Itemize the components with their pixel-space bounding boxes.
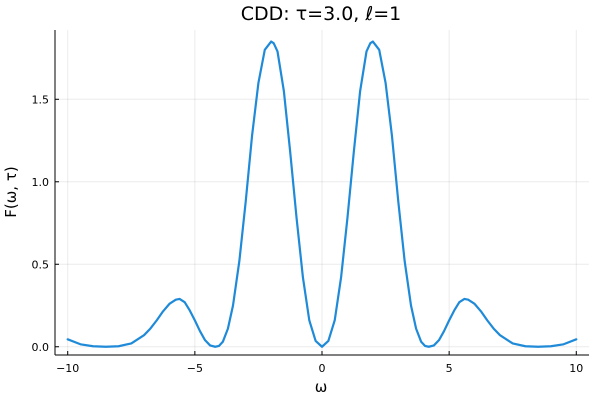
y-tick-label: 1.0 [32,176,50,189]
x-tick-label: 5 [446,362,453,375]
chart-title: CDD: τ=3.0, ℓ=1 [241,3,401,25]
y-axis-label: F(ω, τ) [2,166,20,217]
x-tick-label: −5 [187,362,203,375]
x-tick-label: 10 [569,362,583,375]
grid [55,30,589,355]
series-layer [66,40,578,348]
series-line [66,40,578,348]
y-tick-label: 1.5 [32,93,50,106]
y-tick-label: 0.5 [32,258,50,271]
x-axis-label: ω [315,378,328,396]
axes: −10 −5 0 5 10 0.0 0.5 1.0 1.5 [32,30,589,375]
x-tick-label: 0 [319,362,326,375]
y-tick-label: 0.0 [32,341,50,354]
x-tick-label: −10 [56,362,79,375]
